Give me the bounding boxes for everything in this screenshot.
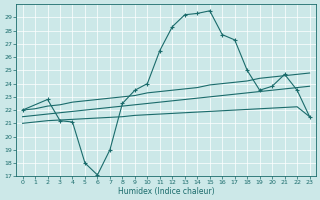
X-axis label: Humidex (Indice chaleur): Humidex (Indice chaleur) — [118, 187, 214, 196]
